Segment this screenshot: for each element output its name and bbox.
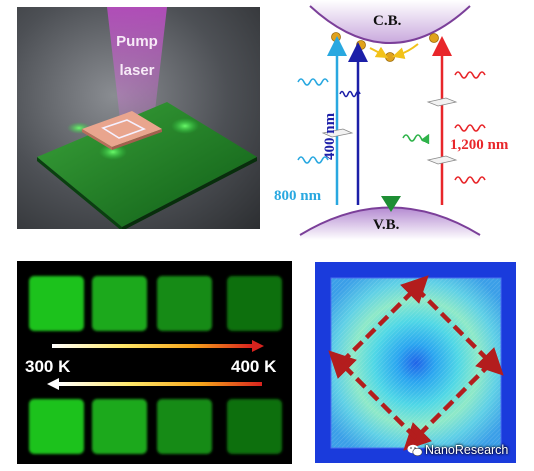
relaxation-arrow <box>369 46 389 59</box>
photon-1200nm <box>454 71 486 79</box>
pump-label-line1: Pump <box>116 33 158 50</box>
wgm-path <box>101 119 146 139</box>
photon-1200nm <box>454 176 486 184</box>
virtual-state <box>426 155 458 165</box>
panel-temperature-emission: 300 K 400 K <box>17 261 292 464</box>
watermark: NanoResearch <box>425 443 509 457</box>
green-emission-right <box>171 118 199 134</box>
emission-square <box>29 276 84 331</box>
emitted-photon <box>402 133 430 145</box>
conduction-band-fill <box>310 0 470 43</box>
emission-squares <box>29 276 282 454</box>
cooling-arrow <box>59 382 262 386</box>
green-emission-bottom <box>99 144 127 160</box>
virtual-state <box>321 128 354 138</box>
emission-square <box>157 276 212 331</box>
photon-800nm <box>297 78 329 86</box>
vb-label: V.B. <box>373 217 400 233</box>
photon-1200nm <box>454 124 486 132</box>
electron <box>331 32 341 42</box>
mode-field-map <box>315 262 516 463</box>
emission-square <box>227 399 282 454</box>
temp-high-label: 400 K <box>231 357 277 376</box>
virtual-state <box>426 97 458 107</box>
conduction-band-curve <box>309 5 471 44</box>
pump-label-line2: laser <box>119 62 155 79</box>
wechat-icon <box>407 444 423 457</box>
label-800nm: 800 nm <box>274 188 322 204</box>
relaxation-arrow <box>392 43 419 60</box>
laser-beam <box>107 7 167 137</box>
heating-arrow-head <box>252 340 264 352</box>
emission-square <box>92 276 147 331</box>
panel-field-distribution: NanoResearch <box>315 262 516 463</box>
emission-square <box>227 276 282 331</box>
electron <box>385 52 395 62</box>
electron <box>429 33 439 43</box>
electron <box>356 40 366 50</box>
photon-400nm <box>339 90 361 98</box>
cooling-arrow-head <box>47 378 59 390</box>
label-400nm: 400 nm <box>322 112 338 160</box>
band-diagram <box>297 0 486 240</box>
valence-band-fill <box>300 207 480 240</box>
emission-square <box>157 399 212 454</box>
emission-square <box>92 399 147 454</box>
cb-label: C.B. <box>373 13 402 29</box>
temp-low-label: 300 K <box>25 357 71 376</box>
pump-laser-illustration <box>37 7 257 229</box>
substrate <box>37 102 257 227</box>
heating-arrow <box>52 344 252 348</box>
label-1200nm: 1,200 nm <box>450 137 509 153</box>
panel-pump-laser: Pump laser <box>17 7 260 229</box>
microplate <box>82 111 162 147</box>
panel-band-diagram: C.B. V.B. 800 nm 1,200 nm 400 nm <box>270 0 532 240</box>
emission-square <box>29 399 84 454</box>
photon-800nm <box>297 156 329 164</box>
